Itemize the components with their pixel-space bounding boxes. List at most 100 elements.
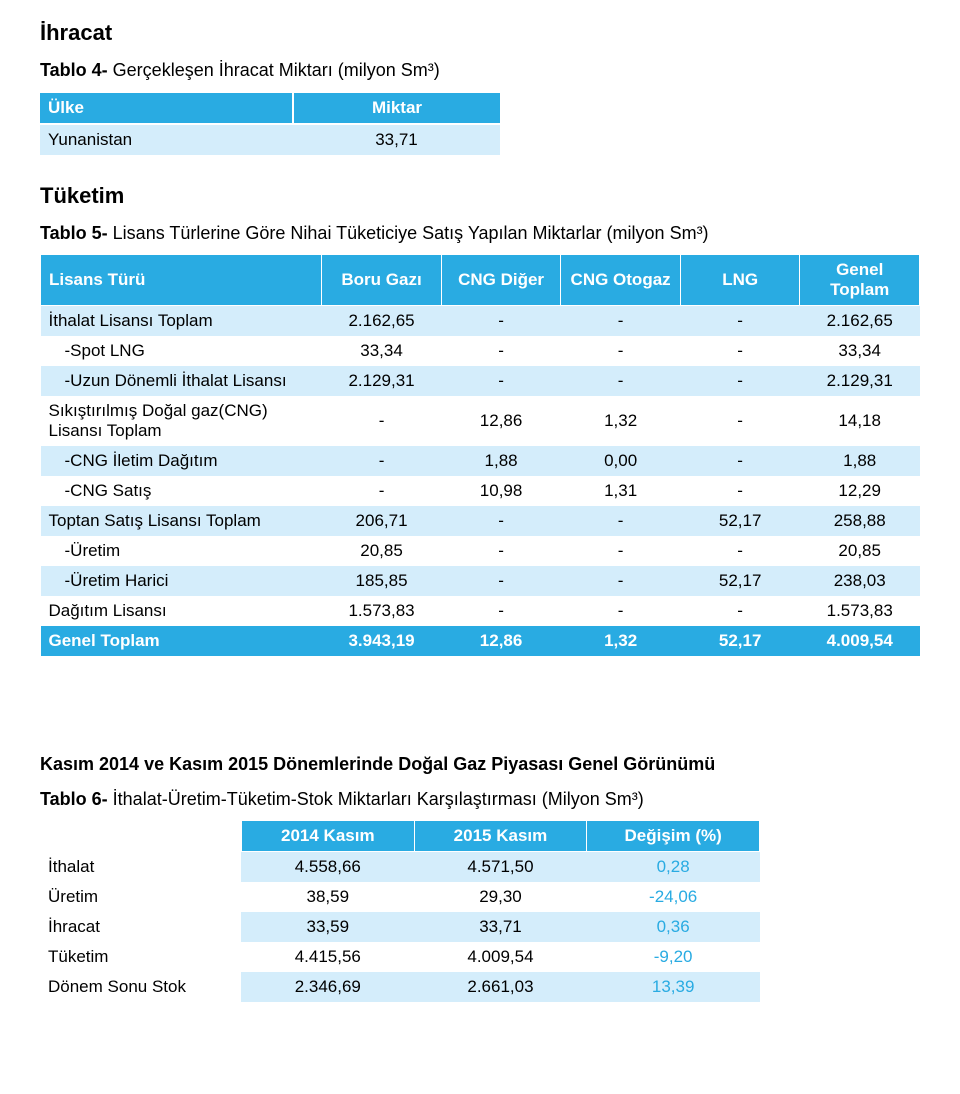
t5-h0: Lisans Türü: [41, 255, 322, 306]
section-ihracat-title: İhracat: [40, 20, 920, 46]
t5-cell: -: [441, 566, 561, 596]
table-row: -Spot LNG33,34---33,34: [41, 336, 920, 366]
table5-caption: Tablo 5- Lisans Türlerine Göre Nihai Tük…: [40, 223, 920, 244]
t6-h2: 2015 Kasım: [414, 821, 587, 852]
t5-cell: -: [680, 366, 800, 396]
t5-f1: 3.943,19: [322, 626, 442, 656]
t5-cell: 20,85: [800, 536, 920, 566]
table4-caption: Tablo 4- Gerçekleşen İhracat Miktarı (mi…: [40, 60, 920, 81]
t5-cell: 1.573,83: [800, 596, 920, 626]
t5-cell: -CNG Satış: [41, 476, 322, 506]
t6-label: İhracat: [40, 912, 241, 942]
t5-cell: -: [441, 596, 561, 626]
t5-h5: Genel Toplam: [800, 255, 920, 306]
section3-title: Kasım 2014 ve Kasım 2015 Dönemlerinde Do…: [40, 754, 920, 775]
t6-change: 13,39: [587, 972, 760, 1002]
t5-cell: 10,98: [441, 476, 561, 506]
t6-cell: 4.558,66: [241, 852, 414, 883]
t5-cell: -Uzun Dönemli İthalat Lisansı: [41, 366, 322, 396]
table6-caption-bold: Tablo 6-: [40, 789, 108, 809]
t5-cell: -: [441, 366, 561, 396]
t6-cell: 4.571,50: [414, 852, 587, 883]
t5-cell: -: [441, 306, 561, 337]
t5-f4: 52,17: [680, 626, 800, 656]
t5-cell: Toptan Satış Lisansı Toplam: [41, 506, 322, 536]
t5-cell: -: [561, 366, 681, 396]
t5-cell: 258,88: [800, 506, 920, 536]
t5-cell: 2.129,31: [322, 366, 442, 396]
t5-cell: -: [680, 446, 800, 476]
table-row: Üretim38,5929,30-24,06: [40, 882, 760, 912]
t5-cell: -: [680, 596, 800, 626]
t5-cell: -: [561, 536, 681, 566]
t5-cell: -: [322, 446, 442, 476]
table-row: Yunanistan 33,71: [40, 124, 500, 155]
t5-cell: 1,32: [561, 396, 681, 446]
t5-footer-row: Genel Toplam 3.943,19 12,86 1,32 52,17 4…: [41, 626, 920, 656]
table5: Lisans Türü Boru Gazı CNG Diğer CNG Otog…: [40, 254, 920, 656]
t4-h-miktar: Miktar: [293, 92, 500, 124]
table-row: -Uzun Dönemli İthalat Lisansı2.129,31---…: [41, 366, 920, 396]
t5-f5: 4.009,54: [800, 626, 920, 656]
t6-cell: 4.009,54: [414, 942, 587, 972]
table6-caption-rest: İthalat-Üretim-Tüketim-Stok Miktarları K…: [108, 789, 644, 809]
t5-f0: Genel Toplam: [41, 626, 322, 656]
t5-cell: -: [561, 566, 681, 596]
table-row: Dağıtım Lisansı1.573,83---1.573,83: [41, 596, 920, 626]
table6-caption: Tablo 6- İthalat-Üretim-Tüketim-Stok Mik…: [40, 789, 920, 810]
t5-h1: Boru Gazı: [322, 255, 442, 306]
t4-cell: Yunanistan: [40, 124, 293, 155]
table-row: -CNG İletim Dağıtım-1,880,00-1,88: [41, 446, 920, 476]
t6-cell: 33,71: [414, 912, 587, 942]
t5-cell: -: [680, 396, 800, 446]
t6-body: İthalat4.558,664.571,500,28Üretim38,5929…: [40, 852, 760, 1003]
t6-label: İthalat: [40, 852, 241, 883]
table6: 2014 Kasım 2015 Kasım Değişim (%) İthala…: [40, 820, 760, 1002]
t5-cell: -: [680, 476, 800, 506]
t6-label: Dönem Sonu Stok: [40, 972, 241, 1002]
t6-cell: 2.661,03: [414, 972, 587, 1002]
t5-cell: -: [680, 306, 800, 337]
t5-cell: 238,03: [800, 566, 920, 596]
t5-f3: 1,32: [561, 626, 681, 656]
t6-change: -24,06: [587, 882, 760, 912]
t5-cell: -: [561, 596, 681, 626]
t5-cell: -: [322, 476, 442, 506]
t5-cell: 52,17: [680, 566, 800, 596]
table4: Ülke Miktar Yunanistan 33,71: [40, 91, 500, 155]
t5-h4: LNG: [680, 255, 800, 306]
t5-cell: 33,34: [322, 336, 442, 366]
t5-cell: 20,85: [322, 536, 442, 566]
section-tuketim-title: Tüketim: [40, 183, 920, 209]
t5-cell: -Üretim: [41, 536, 322, 566]
table-row: İthalat Lisansı Toplam2.162,65---2.162,6…: [41, 306, 920, 337]
t5-cell: -Spot LNG: [41, 336, 322, 366]
table-row: -Üretim Harici185,85--52,17238,03: [41, 566, 920, 596]
t5-cell: 1,31: [561, 476, 681, 506]
t6-cell: 29,30: [414, 882, 587, 912]
t4-h-ulke: Ülke: [40, 92, 293, 124]
t5-cell: Dağıtım Lisansı: [41, 596, 322, 626]
t6-h1: 2014 Kasım: [241, 821, 414, 852]
t5-cell: -: [561, 506, 681, 536]
t5-h2: CNG Diğer: [441, 255, 561, 306]
t5-cell: 2.129,31: [800, 366, 920, 396]
t5-cell: 0,00: [561, 446, 681, 476]
t5-cell: 12,86: [441, 396, 561, 446]
t6-h-blank: [40, 821, 241, 852]
t5-cell: 33,34: [800, 336, 920, 366]
t6-change: 0,36: [587, 912, 760, 942]
t5-cell: -: [441, 536, 561, 566]
t5-cell: 14,18: [800, 396, 920, 446]
t6-h3: Değişim (%): [587, 821, 760, 852]
t6-cell: 4.415,56: [241, 942, 414, 972]
table-row: Dönem Sonu Stok2.346,692.661,0313,39: [40, 972, 760, 1002]
table-row: İhracat33,5933,710,36: [40, 912, 760, 942]
t5-cell: -: [680, 336, 800, 366]
t5-cell: -: [680, 536, 800, 566]
t6-cell: 33,59: [241, 912, 414, 942]
t5-cell: -: [441, 336, 561, 366]
table4-caption-rest: Gerçekleşen İhracat Miktarı (milyon Sm³): [108, 60, 440, 80]
t5-h3: CNG Otogaz: [561, 255, 681, 306]
t5-cell: -CNG İletim Dağıtım: [41, 446, 322, 476]
